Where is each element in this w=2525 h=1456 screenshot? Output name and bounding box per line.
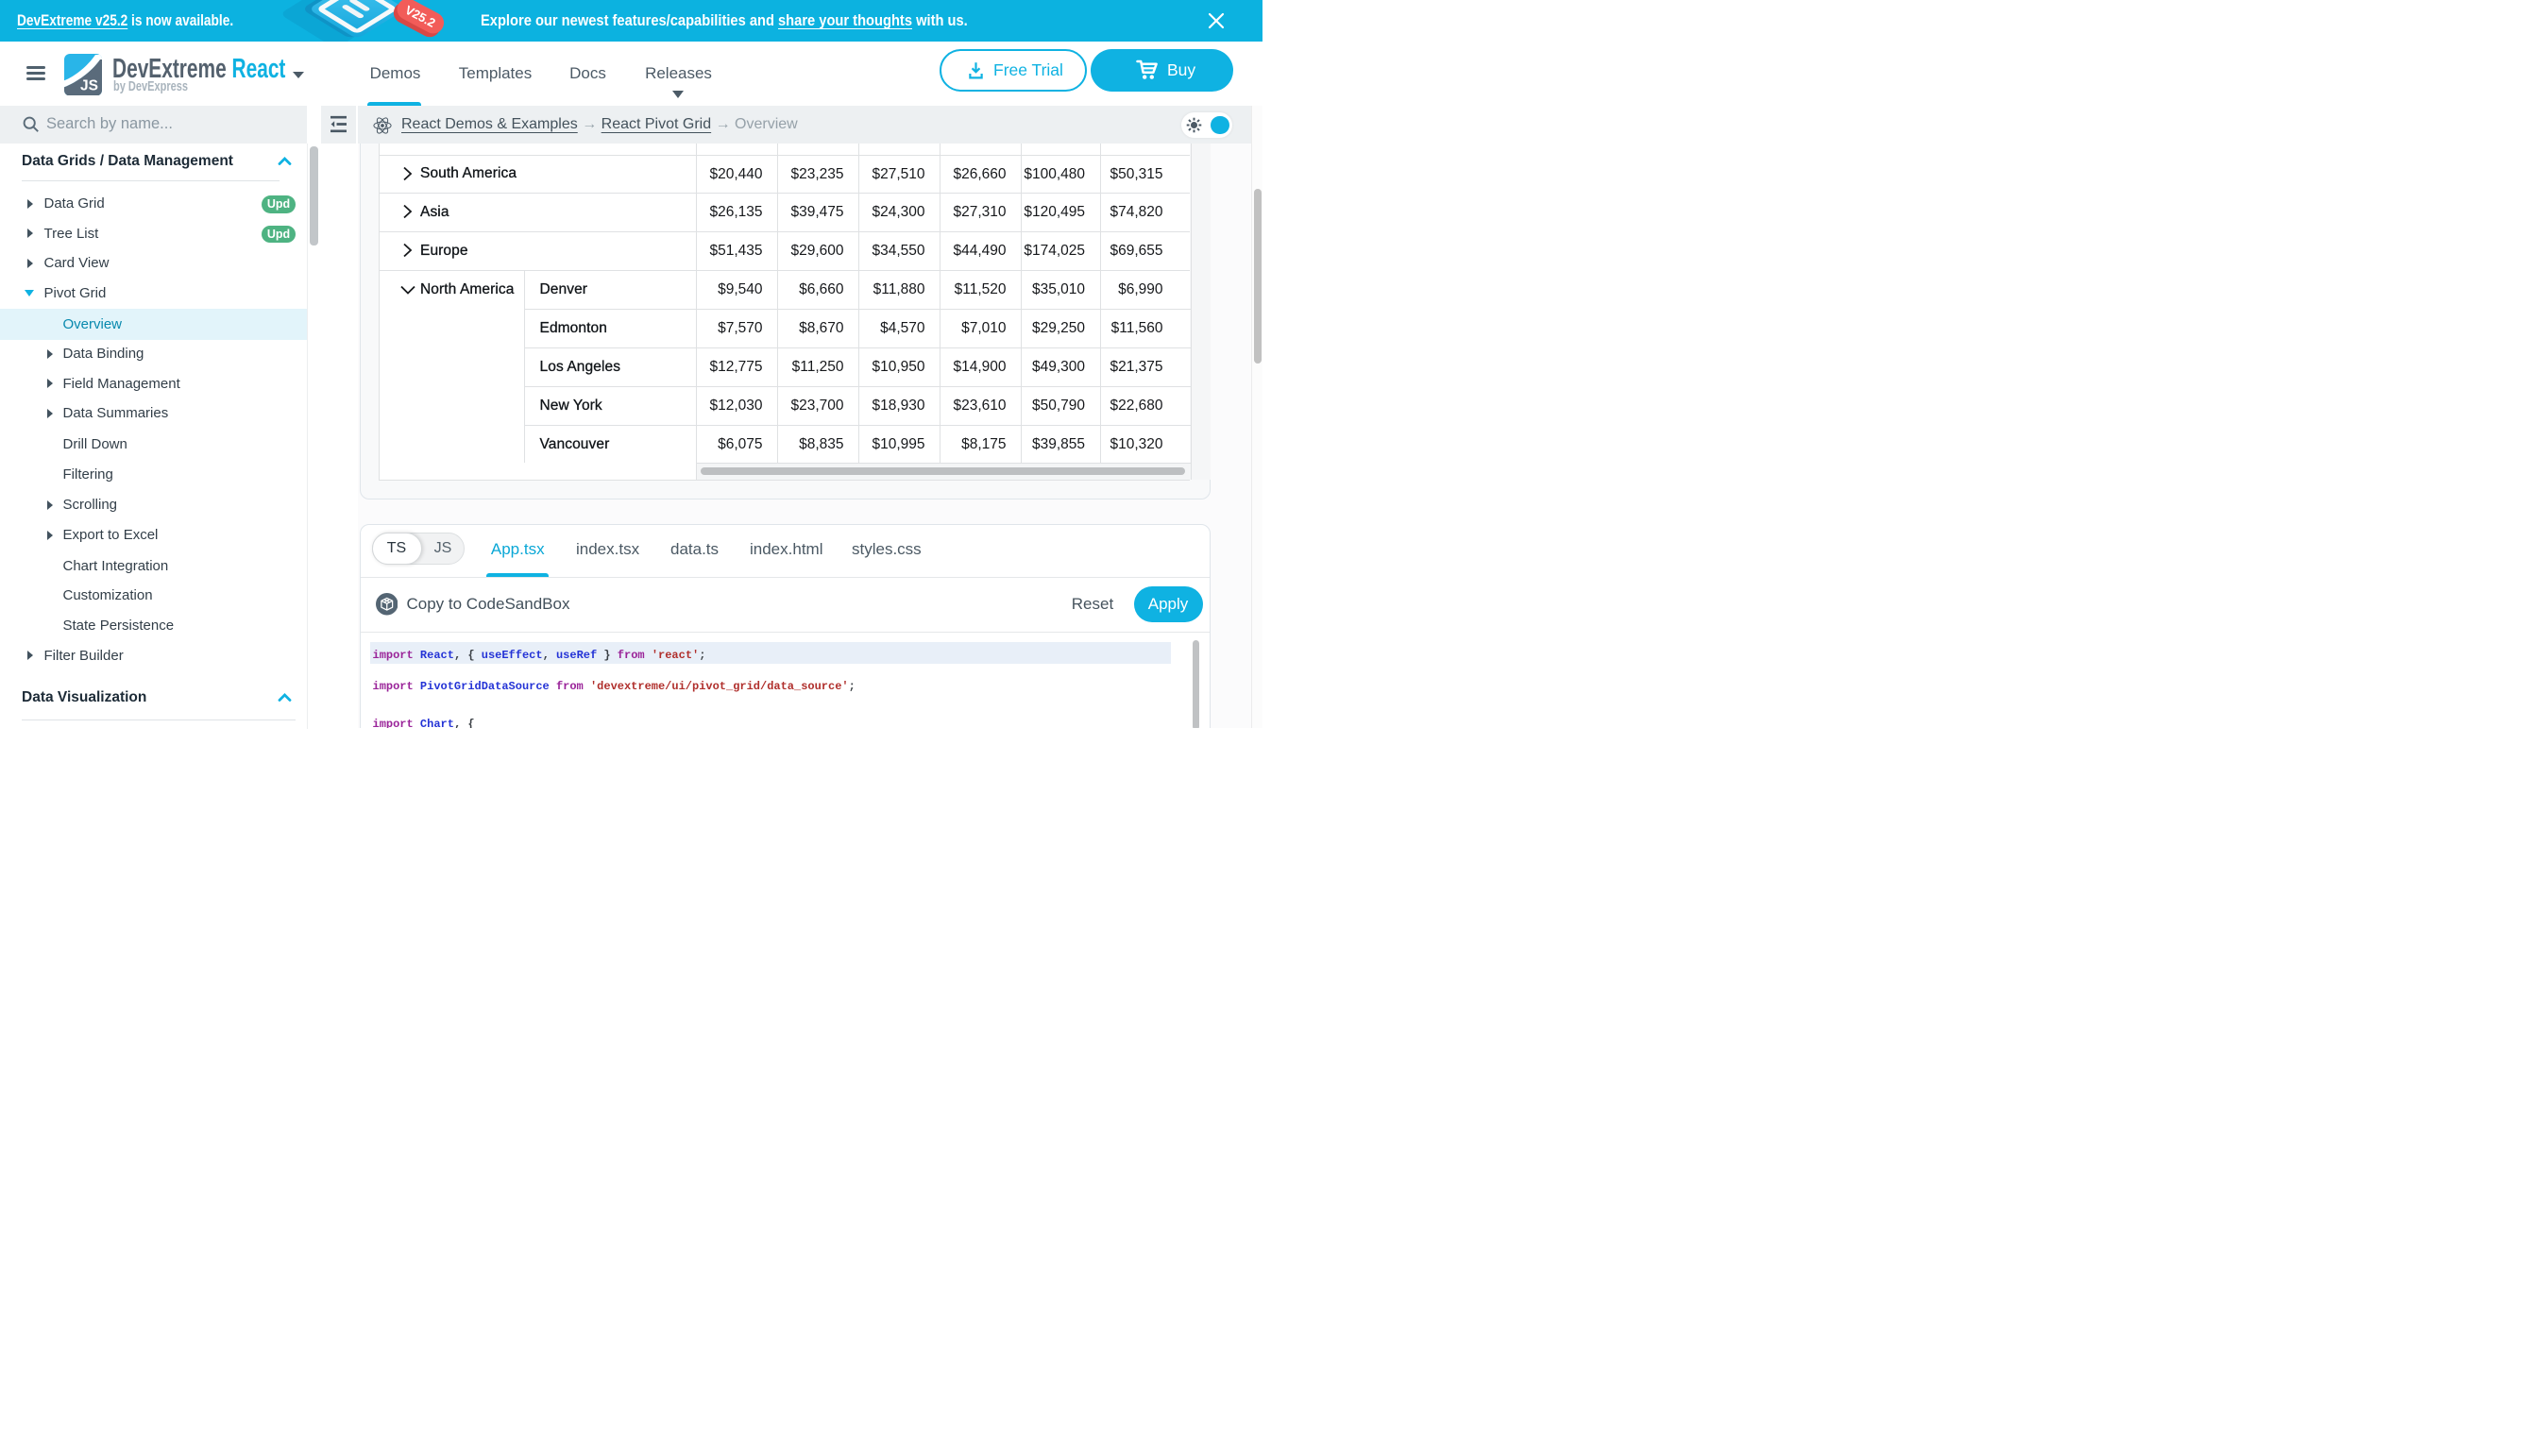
svg-text:JS: JS [80, 77, 98, 93]
